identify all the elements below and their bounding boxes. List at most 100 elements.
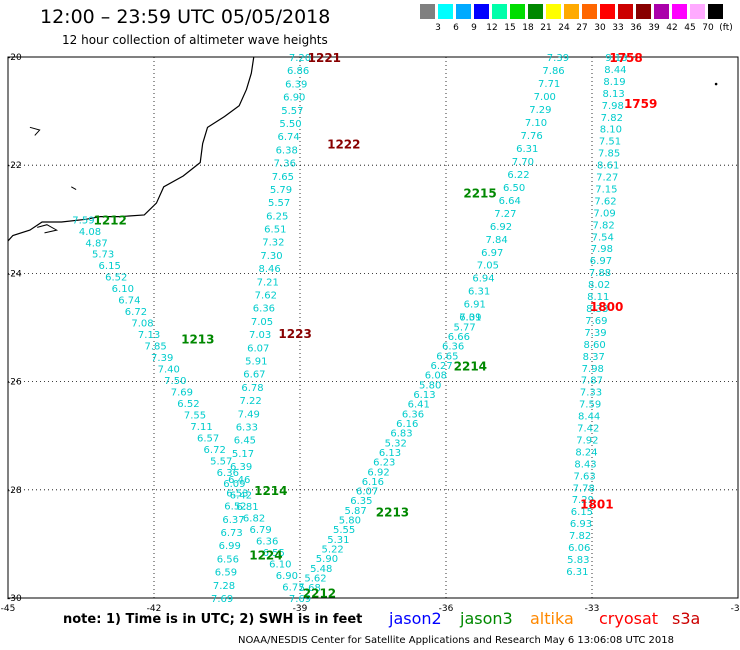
swh-value: 6.13: [413, 390, 435, 401]
swh-value: 8.61: [597, 161, 619, 172]
colorbar-label: 70: [702, 23, 714, 33]
swh-value: 6.53: [226, 488, 248, 499]
colorbar-label: 30: [594, 23, 606, 33]
swh-value: 6.25: [266, 211, 288, 222]
swh-value: 7.51: [599, 137, 621, 148]
swh-value: 6.35: [350, 496, 372, 507]
swh-value: 6.90: [283, 93, 305, 104]
legend-jason2: jason2: [389, 609, 442, 628]
swh-value: 6.13: [379, 448, 401, 459]
swh-value: 6.65: [436, 351, 458, 362]
swh-value: 7.49: [238, 409, 260, 420]
swh-value: 6.92: [367, 467, 389, 478]
lat-tick-label: -26: [7, 378, 22, 388]
colorbar-swatch: [528, 4, 543, 19]
time-label: 1213: [181, 332, 214, 346]
swh-value: 6.07: [356, 487, 378, 498]
swh-value: 7.59: [579, 400, 601, 411]
colorbar-label: 24: [558, 23, 570, 33]
lat-tick-label: -24: [7, 269, 22, 279]
swh-value: 6.91: [464, 300, 486, 311]
swh-value: 5.31: [327, 535, 349, 546]
swh-value: 7.86: [542, 66, 564, 77]
swh-value: 6.66: [448, 332, 470, 343]
swh-value: 7.27: [596, 173, 618, 184]
coastline: [7, 56, 255, 242]
colorbar-swatch: [690, 4, 705, 19]
lon-tick-label: -39: [293, 604, 308, 614]
swh-value: 6.36: [402, 409, 424, 420]
colorbar-swatch: [618, 4, 633, 19]
colorbar-swatch: [510, 4, 525, 19]
swh-value: 7.62: [594, 196, 616, 207]
swh-value: 6.08: [425, 371, 447, 382]
legend-cryosat: cryosat: [599, 609, 659, 628]
swh-value: 7.03: [249, 330, 271, 341]
swh-value: 7.28: [213, 581, 235, 592]
swh-value: 6.07: [247, 343, 269, 354]
time-label: 1800: [590, 300, 623, 314]
swh-value: 6.10: [269, 560, 291, 571]
time-label: 1223: [278, 327, 311, 341]
swh-value: 6.90: [276, 571, 298, 582]
colorbar-swatch: [708, 4, 723, 19]
legend-s3a: s3a: [672, 609, 701, 628]
time-label: 2214: [454, 359, 487, 373]
time-label: 1212: [93, 213, 126, 227]
swh-value: 5.48: [310, 564, 332, 575]
swh-value: 6.16: [396, 419, 418, 430]
swh-value: 6.46: [228, 475, 250, 486]
swh-value: 6.72: [125, 307, 147, 318]
swh-value: 7.84: [485, 235, 507, 246]
colorbar-label: 33: [612, 23, 624, 33]
swh-value: 6.77: [282, 583, 304, 594]
swh-value: 6.51: [264, 225, 286, 236]
swh-value: 5.57: [210, 456, 232, 467]
swh-value: 4.08: [79, 227, 101, 238]
swh-value: 5.32: [385, 438, 407, 449]
colorbar-swatch: [438, 4, 453, 19]
lon-tick-label: -45: [1, 604, 16, 614]
time-label: 2213: [376, 505, 409, 519]
swh-value: 6.99: [219, 541, 241, 552]
swh-value: 7.71: [538, 79, 560, 90]
swh-value: 8.44: [604, 65, 626, 76]
swh-value: 7.55: [184, 410, 206, 421]
colorbar-swatch: [456, 4, 471, 19]
swh-value: 7.20: [289, 53, 311, 64]
colorbar-swatch: [492, 4, 507, 19]
swh-value: 6.52: [224, 502, 246, 513]
swh-value: 5.87: [344, 506, 366, 517]
time-label: 2212: [303, 587, 336, 601]
swh-value: 5.73: [92, 250, 114, 261]
colorbar-label: 15: [504, 23, 516, 33]
colorbar-label: 27: [576, 23, 588, 33]
swh-value: 5.91: [245, 356, 267, 367]
swh-value: 7.11: [190, 422, 212, 433]
swh-value: 6.15: [99, 261, 121, 272]
swh-value: 8.43: [574, 459, 596, 470]
swh-value: 6.42: [230, 491, 252, 502]
swh-value: 6.73: [220, 528, 242, 539]
swh-value: 6.52: [177, 399, 199, 410]
colorbar-label: 21: [540, 23, 552, 33]
swh-value: 6.92: [490, 222, 512, 233]
swh-value: 7.29: [572, 495, 594, 506]
swh-value: 7.98: [591, 244, 613, 255]
swh-value: 7.62: [255, 291, 277, 302]
colorbar-label: 9: [471, 23, 477, 33]
swh-value: 6.74: [277, 132, 299, 143]
swh-value: 7.09: [593, 208, 615, 219]
swh-value: 6.10: [112, 284, 134, 295]
coastline-island: [71, 186, 77, 190]
page-subtitle: 12 hour collection of altimeter wave hei…: [62, 33, 328, 47]
swh-value: 5.79: [270, 185, 292, 196]
swh-value: 7.36: [274, 159, 296, 170]
swh-value: 6.37: [222, 515, 244, 526]
swh-value: 8.33: [586, 304, 608, 315]
page-title: 12:00 – 23:59 UTC 05/05/2018: [40, 6, 331, 28]
swh-value: 5.22: [322, 545, 344, 556]
swh-value: 5.62: [304, 574, 326, 585]
swh-value: 7.82: [569, 531, 591, 542]
lon-tick-label: -36: [439, 604, 454, 614]
